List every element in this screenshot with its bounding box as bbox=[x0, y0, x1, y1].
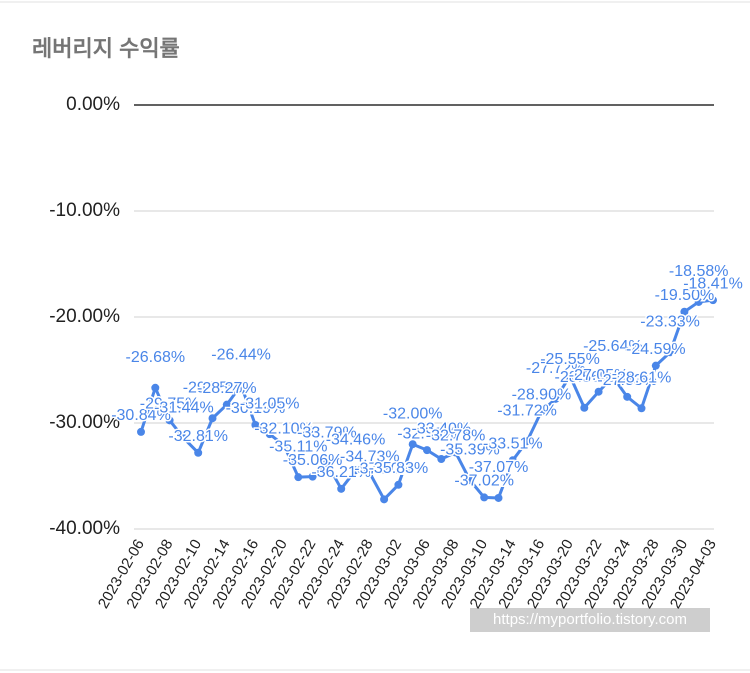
data-label: -28.56% bbox=[555, 369, 615, 386]
point bbox=[637, 404, 646, 413]
point bbox=[208, 414, 217, 423]
data-label: -30.19% bbox=[226, 400, 286, 417]
point bbox=[151, 383, 160, 392]
point bbox=[666, 348, 675, 357]
point bbox=[709, 296, 717, 305]
data-label: -32.10% bbox=[254, 420, 314, 437]
data-label: -24.59% bbox=[626, 341, 686, 358]
watermark-bg bbox=[470, 608, 710, 632]
data-label: -28.27% bbox=[197, 380, 257, 397]
data-label: -36.21% bbox=[311, 464, 371, 481]
data-label: -25.64% bbox=[583, 338, 643, 355]
point bbox=[194, 448, 203, 457]
data-label: -25.55% bbox=[540, 351, 600, 368]
point bbox=[566, 371, 574, 380]
data-label: -26.44% bbox=[211, 346, 271, 363]
y-tick-label: 0.00% bbox=[66, 94, 120, 115]
data-label: -32.00% bbox=[383, 405, 443, 422]
point bbox=[508, 456, 517, 465]
y-tick-label: -20.00% bbox=[49, 306, 120, 327]
point bbox=[623, 392, 632, 401]
point bbox=[480, 493, 489, 502]
point bbox=[137, 427, 145, 436]
point bbox=[651, 361, 660, 370]
point bbox=[351, 466, 360, 475]
data-label: -27.53% bbox=[597, 372, 657, 389]
point bbox=[408, 440, 417, 449]
data-label: -31.72% bbox=[497, 402, 557, 419]
data-label: -35.83% bbox=[369, 460, 429, 477]
point bbox=[608, 372, 617, 381]
y-tick-label: -40.00% bbox=[49, 518, 120, 539]
data-label: -34.46% bbox=[326, 431, 386, 448]
point bbox=[465, 476, 474, 485]
data-label: -27.05% bbox=[569, 367, 629, 384]
data-label: -33.51% bbox=[483, 435, 543, 452]
point bbox=[365, 469, 374, 478]
point bbox=[694, 297, 703, 306]
point bbox=[523, 437, 532, 446]
point bbox=[494, 493, 503, 502]
chart-title: 레버리지 수익률 bbox=[32, 36, 180, 61]
data-label: -37.07% bbox=[469, 459, 529, 476]
point bbox=[380, 495, 389, 504]
data-label: -31.05% bbox=[240, 395, 300, 412]
data-label: -32.56% bbox=[397, 425, 457, 442]
data-label: -32.78% bbox=[426, 428, 486, 445]
data-label: -26.68% bbox=[126, 349, 186, 366]
data-label: -28.61% bbox=[612, 369, 672, 386]
data-label: -30.84% bbox=[111, 407, 171, 424]
data-label: -33.79% bbox=[297, 424, 357, 441]
data-label: -27.72% bbox=[526, 360, 586, 377]
point bbox=[437, 455, 446, 464]
data-label: -37.02% bbox=[454, 473, 514, 490]
point bbox=[294, 473, 303, 482]
point bbox=[594, 387, 603, 396]
data-label: -18.58% bbox=[669, 263, 729, 280]
point bbox=[451, 448, 460, 457]
point bbox=[537, 407, 546, 416]
point bbox=[394, 480, 403, 489]
point bbox=[551, 394, 560, 403]
watermark: https://myportfolio.tistory.com bbox=[493, 611, 687, 628]
y-tick-label: -10.00% bbox=[49, 200, 120, 221]
point bbox=[222, 400, 231, 409]
data-label: -28.90% bbox=[512, 387, 572, 404]
point bbox=[423, 446, 431, 455]
data-label: -34.73% bbox=[340, 448, 400, 465]
point bbox=[680, 307, 689, 316]
point bbox=[308, 472, 317, 481]
data-label: -35.06% bbox=[283, 452, 343, 469]
point bbox=[337, 484, 346, 493]
point bbox=[322, 459, 331, 468]
data-label: -35.11% bbox=[269, 438, 327, 455]
point bbox=[237, 381, 246, 390]
data-label: -23.33% bbox=[640, 314, 700, 331]
point bbox=[179, 434, 188, 443]
point bbox=[280, 441, 288, 450]
data-label: -33.40% bbox=[412, 420, 472, 437]
y-tick-label: -30.00% bbox=[49, 412, 120, 433]
data-label: -29.75% bbox=[140, 396, 200, 413]
data-label: -35.39% bbox=[440, 441, 500, 458]
point bbox=[265, 430, 274, 439]
point bbox=[580, 403, 589, 412]
data-label: -18.41% bbox=[683, 275, 743, 292]
data-label: -19.50% bbox=[655, 287, 715, 304]
data-label: -31.44% bbox=[154, 399, 214, 416]
data-label: -37.20% bbox=[354, 461, 414, 478]
data-label: -29.55% bbox=[183, 379, 243, 396]
data-label: -32.81% bbox=[168, 428, 228, 445]
point bbox=[165, 416, 174, 425]
point bbox=[251, 421, 260, 430]
